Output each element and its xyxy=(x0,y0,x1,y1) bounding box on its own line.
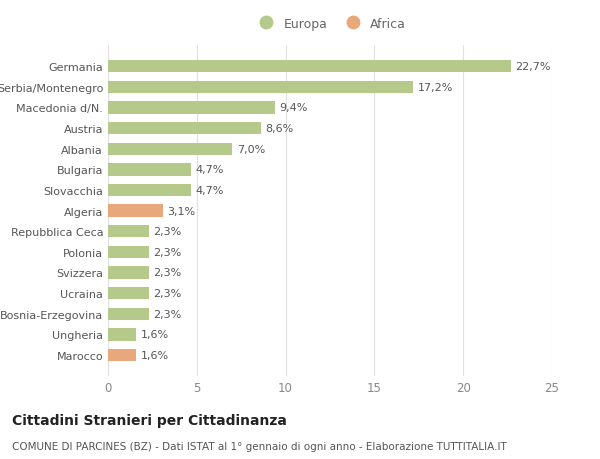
Text: 3,1%: 3,1% xyxy=(167,206,196,216)
Text: 2,3%: 2,3% xyxy=(153,227,182,237)
Text: 2,3%: 2,3% xyxy=(153,288,182,298)
Bar xyxy=(108,308,149,320)
Bar xyxy=(108,123,261,135)
Bar xyxy=(108,246,149,258)
Text: 7,0%: 7,0% xyxy=(237,145,265,154)
Text: 4,7%: 4,7% xyxy=(196,185,224,196)
Text: COMUNE DI PARCINES (BZ) - Dati ISTAT al 1° gennaio di ogni anno - Elaborazione T: COMUNE DI PARCINES (BZ) - Dati ISTAT al … xyxy=(12,441,507,451)
Text: 2,3%: 2,3% xyxy=(153,268,182,278)
Bar xyxy=(108,185,191,197)
Bar xyxy=(108,225,149,238)
Text: 1,6%: 1,6% xyxy=(141,330,169,340)
Bar xyxy=(108,349,136,361)
Legend: Europa, Africa: Europa, Africa xyxy=(251,15,409,33)
Bar xyxy=(108,82,413,94)
Bar xyxy=(108,205,163,217)
Text: 9,4%: 9,4% xyxy=(280,103,308,113)
Text: 2,3%: 2,3% xyxy=(153,309,182,319)
Text: 17,2%: 17,2% xyxy=(418,83,453,93)
Bar xyxy=(108,267,149,279)
Text: 4,7%: 4,7% xyxy=(196,165,224,175)
Bar xyxy=(108,143,232,156)
Text: Cittadini Stranieri per Cittadinanza: Cittadini Stranieri per Cittadinanza xyxy=(12,413,287,427)
Text: 22,7%: 22,7% xyxy=(515,62,551,72)
Text: 1,6%: 1,6% xyxy=(141,350,169,360)
Bar xyxy=(108,102,275,114)
Bar xyxy=(108,61,511,73)
Bar xyxy=(108,164,191,176)
Text: 2,3%: 2,3% xyxy=(153,247,182,257)
Bar xyxy=(108,329,136,341)
Text: 8,6%: 8,6% xyxy=(265,124,293,134)
Bar xyxy=(108,287,149,300)
